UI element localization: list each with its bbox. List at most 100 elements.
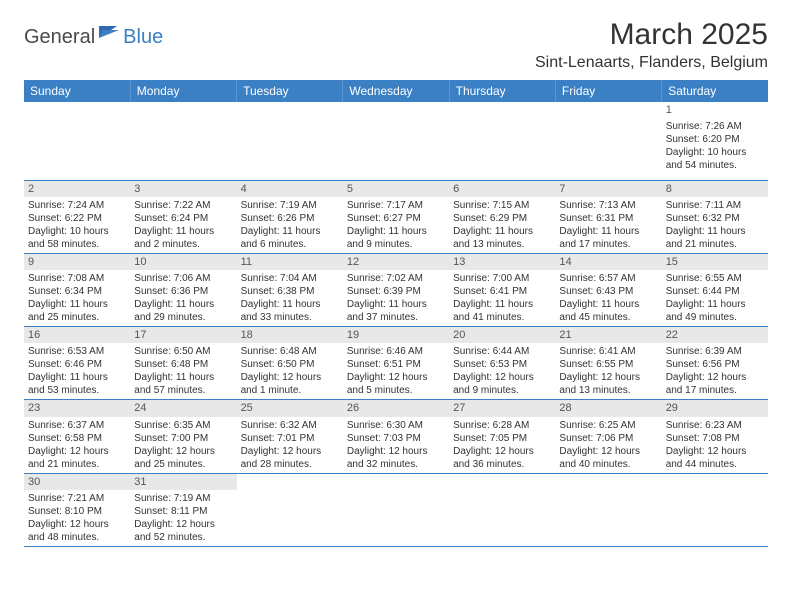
sunrise-line: Sunrise: 7:11 AM [666, 199, 764, 212]
daylight-line: Daylight: 12 hours and 9 minutes. [453, 371, 551, 397]
calendar-cell: 15Sunrise: 6:55 AMSunset: 6:44 PMDayligh… [662, 253, 768, 326]
daylight-line: Daylight: 11 hours and 6 minutes. [241, 225, 339, 251]
sunset-line: Sunset: 6:44 PM [666, 285, 764, 298]
weekday-header: Friday [555, 80, 661, 102]
sunset-label: Sunset: [134, 286, 168, 297]
sunset-label: Sunset: [347, 213, 381, 224]
day-number: 18 [237, 327, 343, 343]
sunset-label: Sunset: [666, 213, 700, 224]
day-number: 19 [343, 327, 449, 343]
sunset-label: Sunset: [134, 506, 168, 517]
sunset-label: Sunset: [28, 213, 62, 224]
sunset-value: 6:41 PM [490, 286, 527, 297]
sunrise-value: 6:25 AM [599, 420, 636, 431]
daylight-label: Daylight: [241, 226, 280, 237]
calendar-cell [662, 473, 768, 546]
sunrise-line: Sunrise: 6:30 AM [347, 419, 445, 432]
daylight-label: Daylight: [666, 147, 705, 158]
sunset-label: Sunset: [559, 213, 593, 224]
sunset-label: Sunset: [347, 286, 381, 297]
calendar-cell [449, 102, 555, 180]
daylight-label: Daylight: [347, 226, 386, 237]
calendar-cell: 30Sunrise: 7:21 AMSunset: 8:10 PMDayligh… [24, 473, 130, 546]
sunset-value: 6:29 PM [490, 213, 527, 224]
day-number: 21 [555, 327, 661, 343]
day-number: 16 [24, 327, 130, 343]
daylight-label: Daylight: [134, 226, 173, 237]
calendar-row: 9Sunrise: 7:08 AMSunset: 6:34 PMDaylight… [24, 253, 768, 326]
sunset-value: 6:58 PM [65, 433, 102, 444]
sunset-line: Sunset: 8:11 PM [134, 505, 232, 518]
daylight-label: Daylight: [134, 372, 173, 383]
sunset-line: Sunset: 6:39 PM [347, 285, 445, 298]
sunrise-line: Sunrise: 6:32 AM [241, 419, 339, 432]
calendar-cell: 26Sunrise: 6:30 AMSunset: 7:03 PMDayligh… [343, 400, 449, 473]
day-number: 31 [130, 474, 236, 490]
sunset-label: Sunset: [134, 213, 168, 224]
sunset-value: 6:26 PM [277, 213, 314, 224]
daylight-label: Daylight: [666, 299, 705, 310]
sunset-label: Sunset: [666, 433, 700, 444]
daylight-line: Daylight: 11 hours and 29 minutes. [134, 298, 232, 324]
calendar-cell: 7Sunrise: 7:13 AMSunset: 6:31 PMDaylight… [555, 180, 661, 253]
sunset-line: Sunset: 7:03 PM [347, 432, 445, 445]
sunset-value: 6:24 PM [171, 213, 208, 224]
daylight-label: Daylight: [28, 372, 67, 383]
sunrise-value: 7:13 AM [599, 200, 636, 211]
daylight-line: Daylight: 11 hours and 9 minutes. [347, 225, 445, 251]
weekday-header: Thursday [449, 80, 555, 102]
daylight-line: Daylight: 12 hours and 5 minutes. [347, 371, 445, 397]
sunset-value: 7:08 PM [702, 433, 739, 444]
daylight-label: Daylight: [559, 446, 598, 457]
daylight-label: Daylight: [134, 519, 173, 530]
sunset-value: 7:03 PM [384, 433, 421, 444]
sunset-line: Sunset: 7:00 PM [134, 432, 232, 445]
sunset-label: Sunset: [453, 433, 487, 444]
sunrise-line: Sunrise: 6:35 AM [134, 419, 232, 432]
day-number: 24 [130, 400, 236, 416]
sunset-line: Sunset: 6:20 PM [666, 133, 764, 146]
day-number: 29 [662, 400, 768, 416]
sunrise-value: 7:11 AM [705, 200, 741, 211]
sunset-label: Sunset: [453, 286, 487, 297]
daylight-line: Daylight: 10 hours and 58 minutes. [28, 225, 126, 251]
sunrise-line: Sunrise: 7:19 AM [134, 492, 232, 505]
weekday-header: Saturday [662, 80, 768, 102]
sunrise-line: Sunrise: 6:41 AM [559, 345, 657, 358]
sunset-value: 6:31 PM [596, 213, 633, 224]
sunrise-line: Sunrise: 7:24 AM [28, 199, 126, 212]
daylight-label: Daylight: [241, 299, 280, 310]
calendar-cell: 20Sunrise: 6:44 AMSunset: 6:53 PMDayligh… [449, 327, 555, 400]
sunset-label: Sunset: [347, 433, 381, 444]
sunrise-line: Sunrise: 7:06 AM [134, 272, 232, 285]
daylight-label: Daylight: [559, 226, 598, 237]
sunrise-label: Sunrise: [666, 200, 703, 211]
sunset-line: Sunset: 6:58 PM [28, 432, 126, 445]
daylight-label: Daylight: [28, 226, 67, 237]
daylight-line: Daylight: 11 hours and 2 minutes. [134, 225, 232, 251]
sunset-line: Sunset: 6:56 PM [666, 358, 764, 371]
sunrise-line: Sunrise: 6:37 AM [28, 419, 126, 432]
sunset-line: Sunset: 6:24 PM [134, 212, 232, 225]
calendar-cell [237, 102, 343, 180]
daylight-line: Daylight: 12 hours and 48 minutes. [28, 518, 126, 544]
sunrise-line: Sunrise: 6:44 AM [453, 345, 551, 358]
daylight-line: Daylight: 11 hours and 25 minutes. [28, 298, 126, 324]
sunset-value: 7:05 PM [490, 433, 527, 444]
calendar-cell: 1Sunrise: 7:26 AMSunset: 6:20 PMDaylight… [662, 102, 768, 180]
sunset-value: 6:20 PM [702, 134, 739, 145]
sunrise-value: 7:21 AM [67, 493, 104, 504]
sunset-value: 6:56 PM [702, 359, 739, 370]
sunrise-line: Sunrise: 7:22 AM [134, 199, 232, 212]
daylight-label: Daylight: [453, 446, 492, 457]
logo: General Blue [24, 24, 163, 51]
day-number: 3 [130, 181, 236, 197]
sunset-value: 7:01 PM [277, 433, 314, 444]
sunset-line: Sunset: 6:31 PM [559, 212, 657, 225]
calendar-cell: 22Sunrise: 6:39 AMSunset: 6:56 PMDayligh… [662, 327, 768, 400]
sunrise-value: 6:30 AM [386, 420, 423, 431]
daylight-label: Daylight: [241, 446, 280, 457]
weekday-header: Tuesday [237, 80, 343, 102]
sunrise-line: Sunrise: 6:55 AM [666, 272, 764, 285]
sunrise-value: 7:00 AM [493, 273, 530, 284]
